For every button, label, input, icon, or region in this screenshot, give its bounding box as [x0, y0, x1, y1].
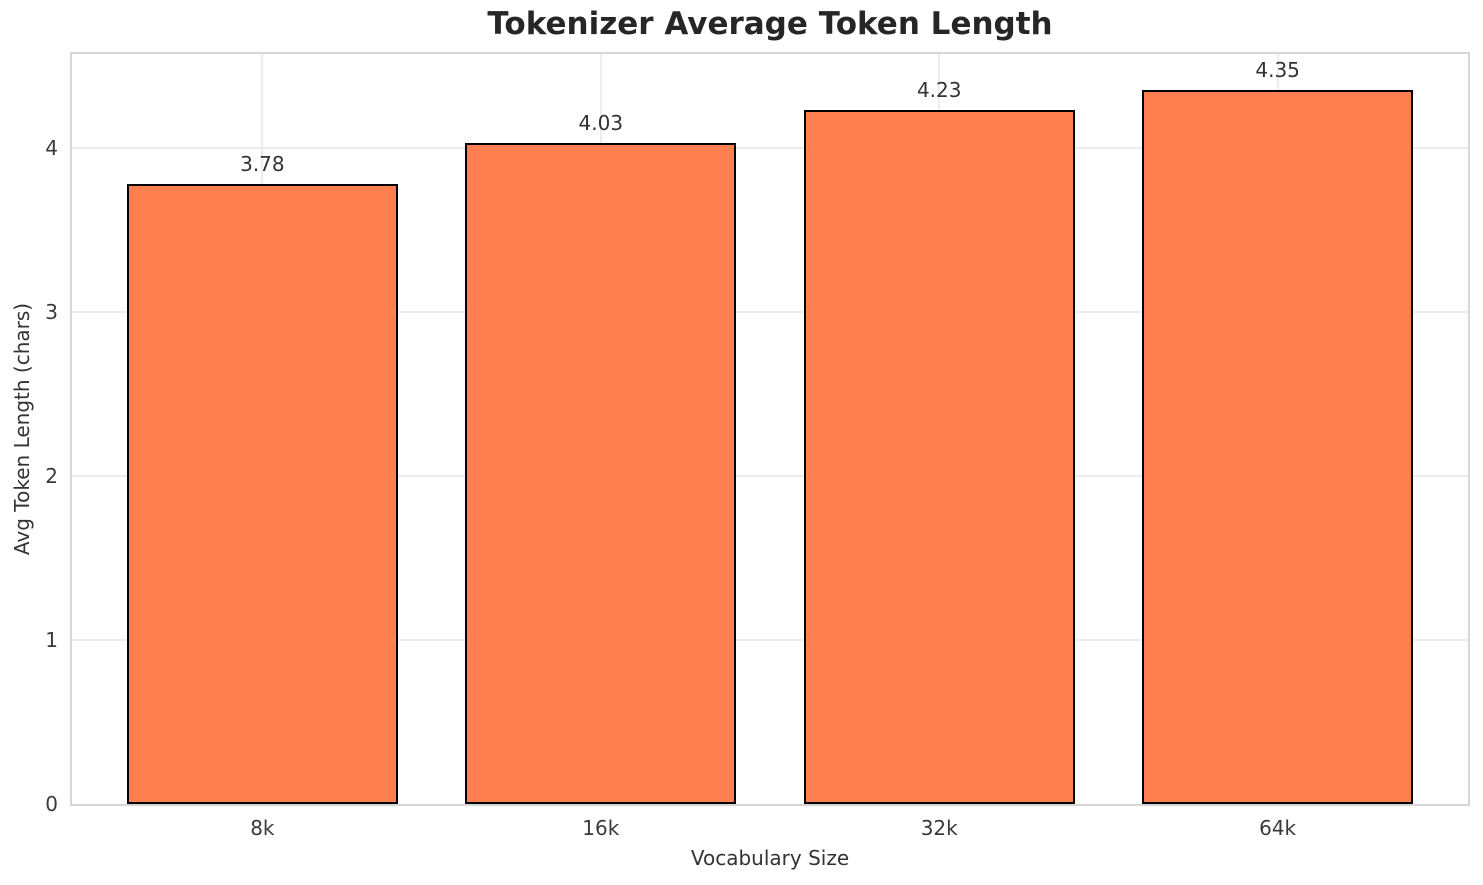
plot-area: 0 1 2 3 4 3.78 8k 4.03 16k 4.23 32k 4.35 64k — [45, 52, 1470, 840]
y-axis-label: Avg Token Length (chars) — [10, 302, 34, 556]
bar-16k — [465, 142, 737, 804]
bar-value-label: 4.03 — [578, 110, 624, 135]
y-tick-label: 2 — [45, 463, 58, 488]
bar-32k — [803, 109, 1075, 804]
x-tick-label: 16k — [582, 816, 620, 840]
bar-value-label: 4.35 — [1255, 58, 1300, 83]
x-tick-label: 64k — [1259, 816, 1297, 840]
bar-64k — [1142, 90, 1413, 804]
gridline-horizontal — [72, 146, 1468, 149]
y-tick-label: 3 — [45, 299, 58, 324]
bar-value-label: 4.23 — [916, 77, 962, 102]
x-tick-label: 8k — [250, 816, 275, 840]
bar-8k — [126, 183, 398, 804]
y-tick-label: 1 — [45, 627, 58, 652]
x-axis-label: Vocabulary Size — [690, 846, 850, 870]
bar-value-label: 3.78 — [240, 151, 285, 176]
y-tick-label: 0 — [45, 792, 58, 816]
x-tick-label: 32k — [920, 816, 958, 840]
gridline-horizontal — [72, 474, 1468, 477]
y-tick-label: 4 — [45, 135, 58, 160]
gridline-horizontal — [72, 638, 1468, 641]
chart-title: Tokenizer Average Token Length — [487, 6, 1053, 42]
gridline-horizontal — [72, 310, 1468, 313]
